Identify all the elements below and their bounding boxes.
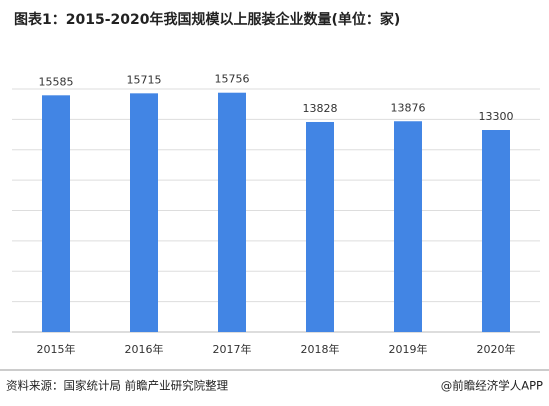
bar [218, 92, 246, 332]
credit: @前瞻经济学人APP [441, 379, 543, 393]
source-note: 资料来源：国家统计局 前瞻产业研究院整理 [6, 379, 229, 393]
x-tick-label: 2019年 [389, 342, 428, 356]
bar [482, 130, 510, 332]
bar [130, 93, 158, 333]
bar [42, 95, 70, 332]
data-label: 15756 [215, 73, 250, 86]
data-label: 15585 [39, 75, 74, 88]
x-tick-label: 2017年 [213, 342, 252, 356]
bar [306, 121, 334, 333]
data-label: 13828 [303, 102, 338, 115]
x-tick-label: 2018年 [301, 342, 340, 356]
bar [394, 121, 422, 333]
x-tick-label: 2015年 [37, 342, 76, 356]
data-label: 13300 [479, 110, 514, 123]
data-label: 15715 [127, 73, 162, 86]
x-tick-label: 2020年 [477, 342, 516, 356]
x-tick-label: 2016年 [125, 342, 164, 356]
data-label: 13876 [391, 101, 426, 114]
chart-title: 图表1：2015-2020年我国规模以上服装企业数量(单位：家) [14, 11, 400, 28]
